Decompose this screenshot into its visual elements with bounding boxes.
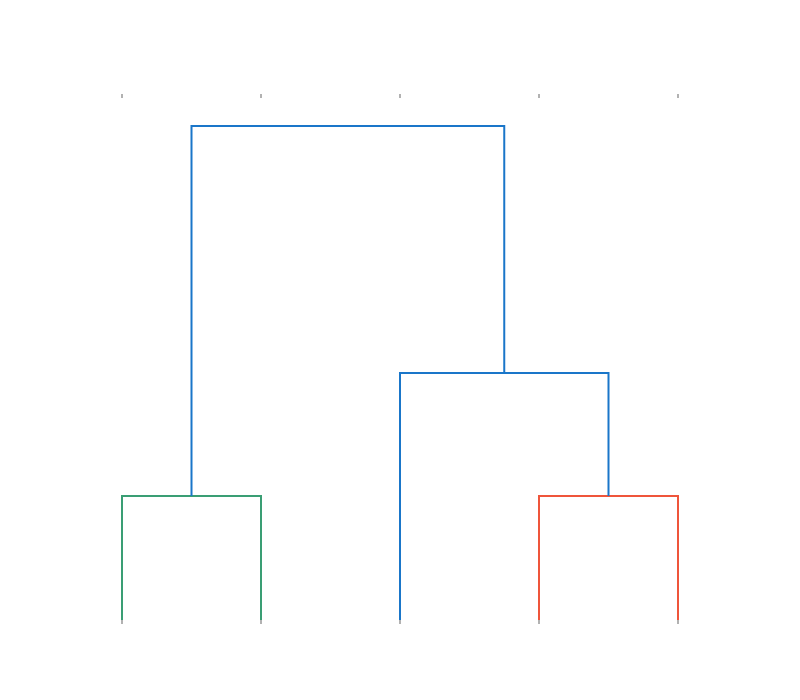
link-cluster-1	[121, 495, 262, 620]
link-cluster-2	[538, 495, 679, 620]
link-root	[190, 125, 506, 496]
